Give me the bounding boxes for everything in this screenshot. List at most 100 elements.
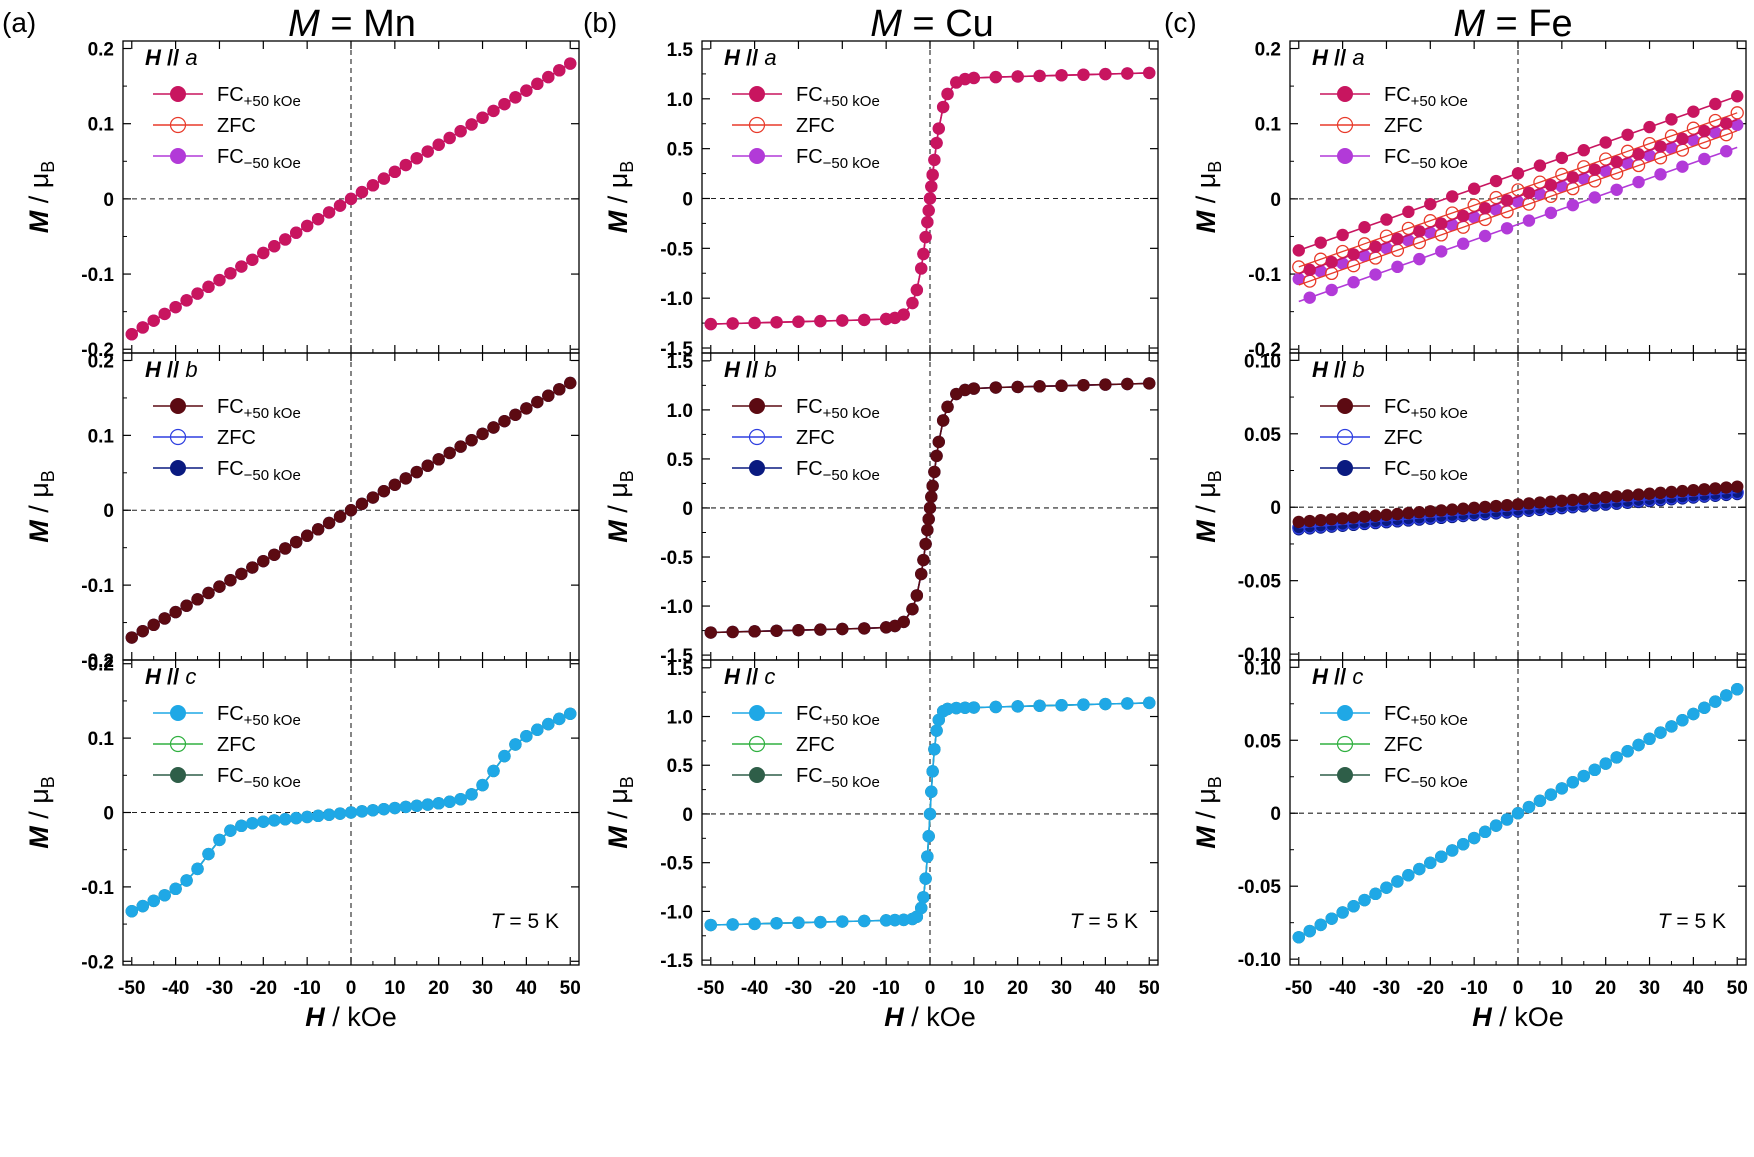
data-point-fc_plus — [925, 180, 938, 193]
data-point-fc_plus — [926, 479, 939, 493]
x-tick-label: -10 — [1460, 978, 1487, 999]
y-axis-symbol: M — [24, 520, 54, 543]
legend-marker-fc_minus — [749, 460, 765, 476]
legend-label-sub: +50 kOe — [823, 93, 880, 110]
data-point-fc_plus — [932, 435, 945, 449]
y-axis-unit: / μ — [24, 788, 54, 826]
x-tick-label: 10 — [384, 978, 405, 999]
data-point-fc_plus — [333, 807, 347, 820]
data-point-fc_plus — [300, 529, 314, 542]
data-point-fc_minus — [1632, 175, 1645, 189]
y-tick-label: 0.10 — [1244, 658, 1281, 679]
data-point-fc_minus — [1698, 152, 1711, 166]
data-point-fc_plus — [967, 71, 981, 85]
data-point-fc_plus — [454, 792, 467, 806]
data-point-fc_minus — [1610, 183, 1623, 196]
legend-label-fc_plus: FC+50 kOe — [217, 396, 301, 422]
x-tick-label: 40 — [1683, 978, 1704, 999]
x-tick-label: 50 — [1727, 978, 1748, 999]
data-point-fc_minus — [1676, 160, 1689, 173]
data-point-fc_plus — [1077, 698, 1090, 711]
y-tick-label: -0.5 — [660, 548, 693, 569]
data-layer — [704, 66, 1156, 331]
y-tick-label: 1.5 — [667, 40, 694, 61]
legend-field-direction: H // c — [724, 664, 775, 689]
y-tick-label: 1.0 — [667, 708, 693, 729]
data-point-fc_plus — [932, 122, 945, 135]
x-axis-title: H / kOe — [305, 1002, 397, 1032]
data-point-fc_plus — [792, 315, 805, 328]
legend-parallel: // — [1328, 45, 1352, 70]
data-point-fc_plus — [989, 381, 1002, 394]
y-axis-symbol: M — [24, 826, 54, 849]
data-point-fc_plus — [158, 889, 171, 902]
data-point-fc_plus — [989, 700, 1002, 714]
data-point-fc_minus — [1643, 149, 1656, 162]
y-axis-subscript: B — [38, 161, 58, 173]
y-axis-title: M / μB — [603, 776, 637, 849]
y-tick-label: 1.5 — [667, 659, 694, 680]
data-point-fc_plus — [169, 605, 182, 619]
legend-label-fc_minus: FC−50 kOe — [217, 458, 301, 484]
data-point-fc_plus — [1011, 70, 1024, 83]
data-point-fc_plus — [498, 749, 511, 763]
y-tick-label: 0.5 — [667, 140, 694, 161]
data-point-fc_plus — [1709, 695, 1722, 708]
legend-parallel: // — [161, 357, 185, 382]
y-tick-label: -0.1 — [81, 878, 114, 899]
data-point-fc_plus — [1588, 491, 1601, 505]
data-layer — [125, 707, 577, 918]
data-point-fc_plus — [257, 815, 270, 828]
legend-label-sub: −50 kOe — [823, 467, 880, 484]
legend-axis-name: b — [1352, 357, 1364, 382]
data-point-fc_plus — [928, 465, 941, 479]
legend-label-main: FC — [796, 703, 823, 725]
data-point-fc_plus — [1643, 732, 1656, 746]
data-point-fc_plus — [443, 795, 456, 808]
data-point-fc_plus — [1665, 113, 1678, 126]
x-tick-label: 20 — [428, 978, 449, 999]
y-tick-label: 0.05 — [1244, 731, 1281, 752]
column-title-fe: M = Fe — [1453, 3, 1572, 45]
data-point-fc_plus — [928, 743, 941, 756]
legend-label-sub: −50 kOe — [823, 774, 880, 791]
data-point-fc_plus — [1456, 502, 1470, 515]
y-tick-label: 0.1 — [1255, 115, 1282, 136]
data-point-fc_minus — [1731, 118, 1744, 132]
data-point-fc_plus — [125, 328, 138, 341]
data-point-fc_plus — [1709, 97, 1722, 111]
y-axis-unit: / μ — [1191, 173, 1221, 211]
data-point-fc_plus — [311, 809, 325, 823]
data-point-fc_plus — [1347, 248, 1360, 261]
legend-label-main: ZFC — [217, 115, 256, 137]
data-point-fc_plus — [921, 850, 934, 863]
data-point-fc_plus — [322, 516, 336, 530]
legend-field-direction: H // a — [1312, 45, 1365, 70]
data-point-fc_minus — [1500, 222, 1514, 235]
legend-label-main: ZFC — [796, 734, 835, 756]
data-point-fc_plus — [1720, 481, 1733, 494]
data-point-fc_minus — [1380, 241, 1393, 255]
data-point-fc_plus — [1588, 163, 1601, 176]
series-line-zfc — [1298, 130, 1738, 286]
data-point-fc_plus — [1143, 377, 1156, 390]
data-point-fc_minus — [1303, 291, 1316, 304]
legend-label-main: ZFC — [1384, 427, 1423, 449]
data-point-fc_plus — [180, 599, 193, 612]
y-axis-symbol: M — [603, 210, 633, 233]
data-point-fc_plus — [498, 97, 511, 111]
x-axis-unit: / kOe — [325, 1002, 397, 1032]
data-point-fc_plus — [836, 622, 849, 636]
y-axis-title: M / μB — [603, 161, 637, 234]
y-tick-label: -0.2 — [81, 651, 114, 672]
data-point-fc_plus — [235, 260, 248, 273]
legend-marker-zfc — [748, 428, 766, 446]
y-axis-title: M / μB — [1191, 776, 1225, 849]
legend-label-sub: −50 kOe — [1411, 774, 1468, 791]
data-point-fc_plus — [1687, 105, 1700, 118]
legend-label-fc_minus: FC−50 kOe — [796, 458, 880, 484]
y-axis-subscript: B — [1205, 470, 1225, 482]
